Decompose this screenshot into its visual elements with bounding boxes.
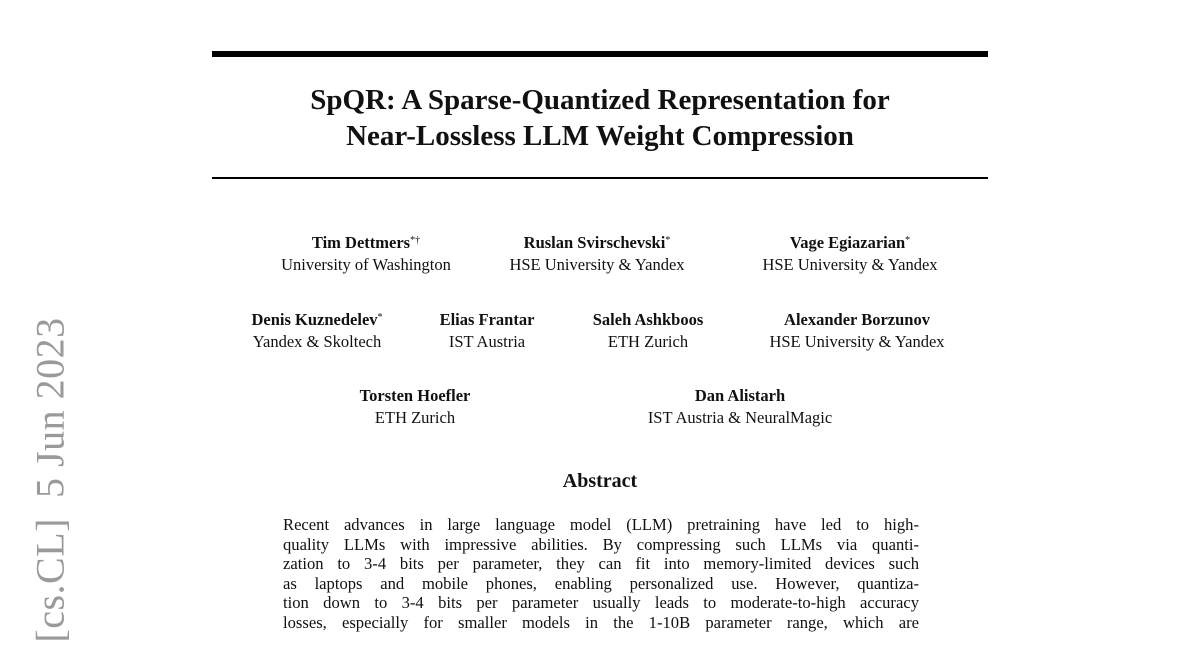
author-mark: * <box>665 235 671 246</box>
abstract-heading: Abstract <box>562 470 638 492</box>
author-block: Denis Kuznedelev* Yandex & Skoltech <box>251 309 382 353</box>
abstract-line: losses, especially for smaller models in… <box>283 612 919 632</box>
author-affiliation: HSE University & Yandex <box>769 332 945 351</box>
author-name: Saleh Ashkboos <box>592 310 704 329</box>
abstract-line: tion down to 3-4 bits per parameter usua… <box>283 593 919 613</box>
author-name: Elias Frantar <box>439 310 535 329</box>
arxiv-stamp: [cs.CL] 5 Jun 2023 <box>27 307 74 652</box>
author-affiliation: HSE University & Yandex <box>509 255 685 274</box>
author-name: Tim Dettmers <box>311 233 411 252</box>
author-block: Ruslan Svirschevski* HSE University & Ya… <box>509 232 684 276</box>
author-affiliation: IST Austria <box>448 332 526 351</box>
author-block: Elias Frantar IST Austria <box>440 309 535 353</box>
author-name: Dan Alistarh <box>694 386 786 405</box>
author-block: Saleh Ashkboos ETH Zurich <box>593 309 704 353</box>
author-block: Dan Alistarh IST Austria & NeuralMagic <box>648 385 832 429</box>
author-name: Ruslan Svirschevski <box>523 233 666 252</box>
author-block: Alexander Borzunov HSE University & Yand… <box>769 309 944 353</box>
title-bottom-rule <box>212 177 988 179</box>
author-affiliation: ETH Zurich <box>374 408 456 427</box>
author-block: Vage Egiazarian* HSE University & Yandex <box>762 232 937 276</box>
author-affiliation: HSE University & Yandex <box>762 255 938 274</box>
top-rule <box>212 51 988 57</box>
title-line-1: SpQR: A Sparse-Quantized Representation … <box>310 84 890 116</box>
abstract-line: as laptops and mobile phones, enabling p… <box>283 573 919 593</box>
author-mark: * <box>905 235 911 246</box>
author-mark: * <box>377 312 383 323</box>
author-affiliation: University of Washington <box>281 255 451 274</box>
author-mark: *† <box>410 235 421 246</box>
author-name: Torsten Hoefler <box>359 386 471 405</box>
paper-title: SpQR: A Sparse-Quantized Representation … <box>212 82 988 154</box>
abstract-body: Recent advances in large language model … <box>283 515 919 633</box>
abstract-line: quality LLMs with impressive abilities. … <box>283 534 919 554</box>
author-block: Tim Dettmers*† University of Washington <box>281 232 451 276</box>
author-affiliation: IST Austria & NeuralMagic <box>647 408 833 427</box>
arxiv-date: 5 Jun 2023 <box>27 317 73 498</box>
author-affiliation: ETH Zurich <box>607 332 689 351</box>
title-line-2: Near-Lossless LLM Weight Compression <box>346 120 854 152</box>
author-block: Torsten Hoefler ETH Zurich <box>360 385 471 429</box>
abstract-line: Recent advances in large language model … <box>283 515 919 534</box>
abstract-line: zation to 3-4 bits per parameter, they c… <box>283 554 919 574</box>
author-name: Vage Egiazarian <box>789 233 906 252</box>
arxiv-category: [cs.CL] <box>27 518 73 643</box>
author-name: Denis Kuznedelev <box>251 310 378 329</box>
author-affiliation: Yandex & Skoltech <box>252 332 382 351</box>
author-name: Alexander Borzunov <box>784 310 930 329</box>
